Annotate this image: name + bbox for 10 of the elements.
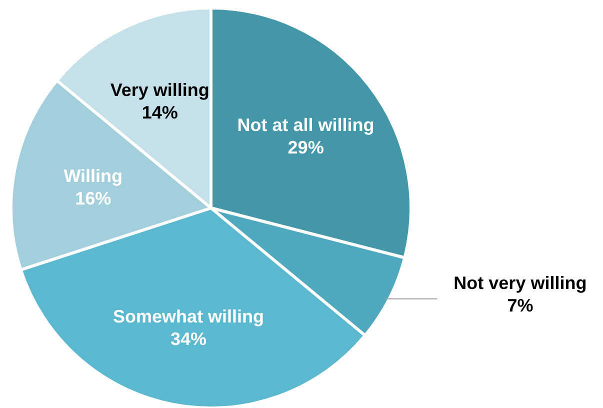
slice-label: Very willing bbox=[110, 80, 210, 100]
data-label: 29% bbox=[288, 137, 324, 158]
data-label: 16% bbox=[75, 188, 112, 208]
slice-label: Not at all willing bbox=[237, 114, 374, 135]
data-label: 7% bbox=[507, 296, 534, 316]
slice-label: Not very willing bbox=[454, 273, 587, 294]
slice-label: Somewhat willing bbox=[113, 306, 264, 326]
data-label: 34% bbox=[170, 328, 207, 349]
slice-label: Willing bbox=[64, 166, 123, 186]
data-label: 14% bbox=[142, 102, 178, 122]
